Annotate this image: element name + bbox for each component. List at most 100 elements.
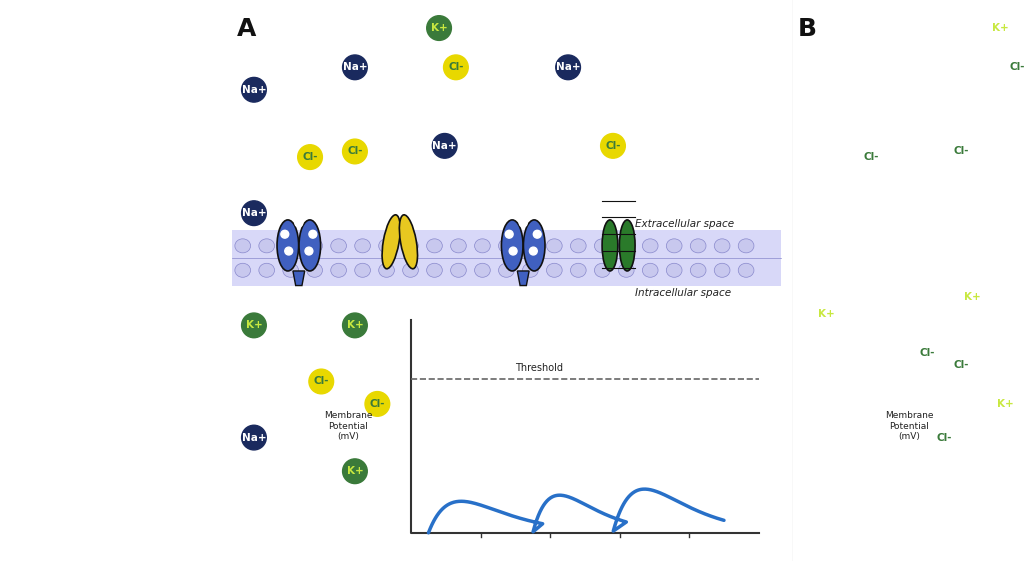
Text: Na+: Na+ [242,208,266,218]
Circle shape [305,247,313,255]
Text: Cl-: Cl- [302,152,317,162]
Ellipse shape [354,263,371,277]
Circle shape [803,436,827,461]
Ellipse shape [820,263,836,277]
Ellipse shape [667,239,682,253]
Text: Na+: Na+ [870,399,895,409]
Ellipse shape [354,239,371,253]
Ellipse shape [331,239,346,253]
Ellipse shape [570,263,586,277]
Ellipse shape [451,239,466,253]
Ellipse shape [964,239,979,253]
Text: Cl-: Cl- [370,399,385,409]
Ellipse shape [427,263,442,277]
Circle shape [432,134,457,158]
Ellipse shape [307,239,323,253]
Polygon shape [517,271,529,286]
Ellipse shape [915,239,932,253]
FancyBboxPatch shape [231,231,781,286]
Circle shape [295,188,303,196]
Ellipse shape [844,239,859,253]
Circle shape [814,302,839,327]
Circle shape [529,247,538,255]
Text: Cl-: Cl- [953,360,969,370]
Text: Na+: Na+ [848,208,872,218]
Text: Extracellular space: Extracellular space [636,219,734,229]
Ellipse shape [594,263,610,277]
Ellipse shape [502,220,523,271]
Text: Na+: Na+ [903,309,928,319]
Circle shape [988,16,1013,40]
Text: Intracellular space: Intracellular space [636,288,731,298]
Circle shape [879,247,886,255]
Circle shape [909,481,934,506]
Circle shape [914,341,939,366]
Text: K+: K+ [964,292,980,302]
Circle shape [343,55,368,80]
Ellipse shape [278,220,299,271]
Ellipse shape [715,263,730,277]
Text: Cl-: Cl- [953,146,969,157]
Ellipse shape [522,263,539,277]
Circle shape [870,392,895,416]
Ellipse shape [523,220,545,271]
Circle shape [298,145,323,169]
Text: A: A [238,17,256,41]
Polygon shape [854,271,865,286]
Ellipse shape [1012,239,1024,253]
Ellipse shape [738,263,754,277]
Text: Cl-: Cl- [313,376,329,387]
Circle shape [309,230,316,238]
Text: K+: K+ [346,320,364,330]
Text: Na+: Na+ [556,62,581,72]
Text: Na+: Na+ [343,62,368,72]
Circle shape [285,247,293,255]
Ellipse shape [738,239,754,253]
Circle shape [948,139,973,164]
Ellipse shape [618,239,634,253]
Text: Na+: Na+ [242,85,266,95]
Circle shape [519,188,527,196]
Circle shape [427,16,452,40]
Ellipse shape [402,239,419,253]
Ellipse shape [547,239,562,253]
Ellipse shape [402,263,419,277]
Text: Na+: Na+ [432,141,457,151]
Ellipse shape [915,263,932,277]
Circle shape [879,208,886,216]
Circle shape [534,230,541,238]
Ellipse shape [499,263,514,277]
Text: K+: K+ [346,466,364,476]
Circle shape [845,219,853,227]
Text: Na+: Na+ [909,489,934,499]
Text: K+: K+ [997,399,1014,409]
Ellipse shape [234,239,251,253]
Ellipse shape [892,263,907,277]
Text: K+: K+ [991,23,1009,33]
Circle shape [281,230,289,238]
Circle shape [903,55,929,80]
Ellipse shape [820,239,836,253]
Ellipse shape [964,263,979,277]
Circle shape [993,392,1018,416]
Ellipse shape [283,239,299,253]
Circle shape [509,247,517,255]
Text: B: B [798,17,817,41]
Ellipse shape [987,239,1004,253]
Ellipse shape [451,263,466,277]
Ellipse shape [379,239,394,253]
Text: Membrane
Potential
(mV): Membrane Potential (mV) [325,411,373,442]
Ellipse shape [379,263,394,277]
Circle shape [848,201,872,226]
Ellipse shape [892,239,907,253]
Circle shape [867,236,874,243]
Circle shape [1005,55,1024,80]
Ellipse shape [796,263,812,277]
Circle shape [834,208,842,216]
Ellipse shape [427,239,442,253]
Ellipse shape [690,239,706,253]
Circle shape [242,425,266,450]
Circle shape [242,77,266,102]
Ellipse shape [331,263,346,277]
Ellipse shape [499,239,514,253]
